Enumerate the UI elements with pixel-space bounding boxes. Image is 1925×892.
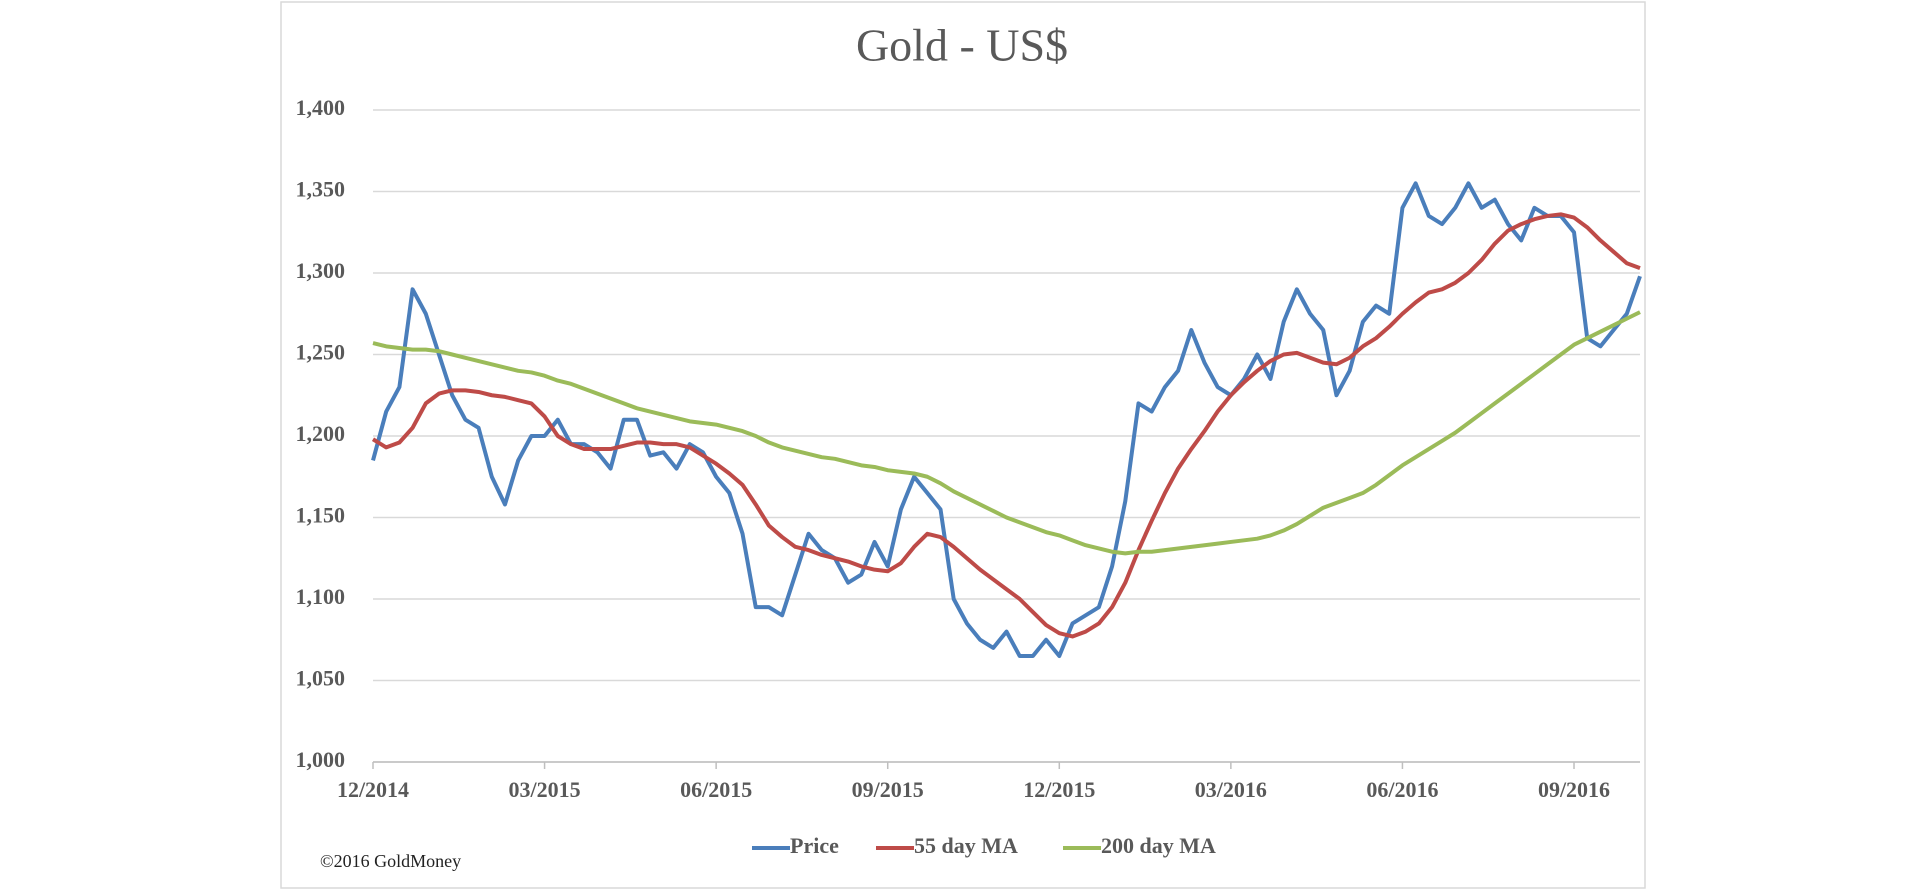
- x-tick-label: 06/2016: [1366, 777, 1438, 802]
- legend-label: Price: [790, 833, 839, 858]
- x-tick-label: 12/2015: [1023, 777, 1095, 802]
- y-tick-label: 1,400: [296, 95, 346, 120]
- chart-frame: [280, 1, 1646, 889]
- y-tick-label: 1,300: [296, 258, 346, 283]
- price-line: [371, 181, 1642, 659]
- x-tick-label: 09/2015: [852, 777, 924, 802]
- legend-label: 200 day MA: [1101, 833, 1216, 858]
- y-tick-label: 1,100: [296, 584, 346, 609]
- y-tick-label: 1,000: [296, 747, 346, 772]
- x-tick-label: 03/2016: [1195, 777, 1267, 802]
- price-line: [372, 310, 1641, 556]
- y-tick-label: 1,200: [296, 421, 346, 446]
- x-tick-label: 09/2016: [1538, 777, 1610, 802]
- x-tick-label: 06/2015: [680, 777, 752, 802]
- chart-title: Gold - US$: [856, 20, 1068, 71]
- x-tick-label: 03/2015: [509, 777, 581, 802]
- x-tick-label: 12/2014: [337, 777, 409, 802]
- source-note: ©2016 GoldMoney: [320, 851, 461, 871]
- y-tick-label: 1,350: [296, 177, 346, 202]
- y-tick-label: 1,250: [296, 340, 346, 365]
- y-tick-label: 1,050: [296, 666, 346, 691]
- y-tick-label: 1,150: [296, 503, 346, 528]
- legend-label: 55 day MA: [914, 833, 1018, 858]
- price-line: [371, 212, 1641, 639]
